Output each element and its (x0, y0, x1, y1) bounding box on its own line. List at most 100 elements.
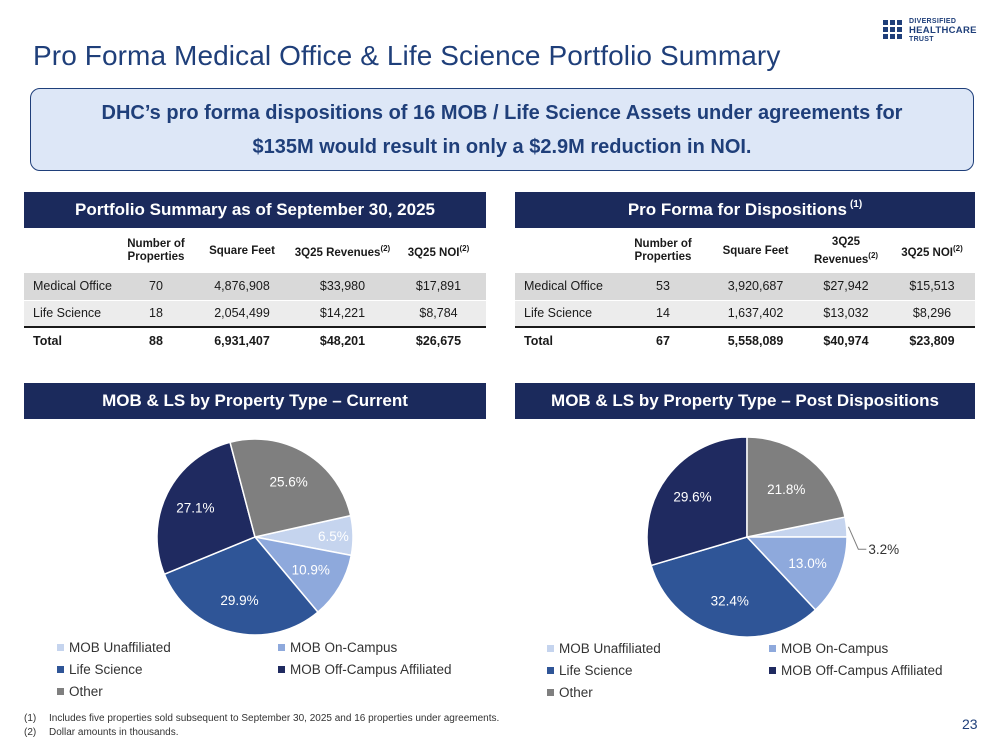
row-label: Total (24, 326, 122, 356)
current-table-title: Portfolio Summary as of September 30, 20… (75, 200, 435, 219)
cell: $48,201 (294, 326, 391, 356)
pie-slice-other (229, 438, 352, 538)
legend-swatch-icon (769, 645, 776, 652)
cell: $40,974 (803, 326, 889, 356)
post-chart-title: MOB & LS by Property Type – Post Disposi… (551, 391, 939, 410)
row-label: Total (515, 326, 618, 356)
pie-slice-mob-on-campus (253, 535, 353, 614)
table-header-row: Number of Properties Square Feet 3Q25 Re… (515, 229, 975, 273)
col-header: 3Q25 NOI(2) (889, 229, 975, 273)
blank-header-cell (515, 229, 618, 273)
legend-swatch-icon (547, 645, 554, 652)
row-label: Medical Office (24, 273, 122, 301)
cell: 1,637,402 (708, 300, 803, 328)
legend-swatch-icon (769, 667, 776, 674)
table-total-row: Total 88 6,931,407 $48,201 $26,675 (24, 326, 486, 356)
pie-data-label: 27.1% (176, 500, 214, 515)
logo-text: DIVERSIFIED HEALTHCARE TRUST (909, 18, 977, 44)
footnotes: (1) Includes five properties sold subsequ… (24, 712, 499, 740)
row-label: Life Science (24, 300, 122, 328)
pie-data-label: 29.6% (673, 489, 711, 504)
legend-item: MOB On-Campus (278, 640, 397, 655)
table-row: Medical Office 70 4,876,908 $33,980 $17,… (24, 273, 486, 301)
cell: $13,032 (803, 300, 889, 328)
table-row: Life Science 18 2,054,499 $14,221 $8,784 (24, 300, 486, 328)
row-label: Life Science (515, 300, 618, 328)
proforma-table-header: Pro Forma for Dispositions (1) (515, 192, 975, 228)
table-row: Life Science 14 1,637,402 $13,032 $8,296 (515, 300, 975, 328)
cell: $8,784 (391, 300, 486, 328)
current-chart-title: MOB & LS by Property Type – Current (102, 391, 408, 410)
pie-data-label: 32.4% (711, 594, 749, 609)
pie-data-label: 6.5% (318, 529, 349, 544)
col-header: Square Feet (190, 229, 294, 273)
current-chart-header: MOB & LS by Property Type – Current (24, 383, 486, 419)
cell: 6,931,407 (190, 326, 294, 356)
legend-swatch-icon (547, 689, 554, 696)
current-chart-legend: MOB Unaffiliated MOB On-Campus Life Scie… (57, 640, 487, 706)
table-header-row: Number of Properties Square Feet 3Q25 Re… (24, 229, 486, 273)
post-pie-chart: 3.2% 13.0% 32.4% 29.6% 21.8% (646, 436, 899, 638)
pie-slice-mob-on-campus (745, 536, 848, 611)
col-header: 3Q25 NOI(2) (391, 229, 486, 273)
current-portfolio-table: Number of Properties Square Feet 3Q25 Re… (24, 229, 486, 356)
legend-item: MOB On-Campus (769, 641, 888, 656)
cell: 53 (618, 273, 708, 301)
legend-swatch-icon (547, 667, 554, 674)
legend-item: Life Science (547, 663, 633, 678)
post-chart-legend: MOB Unaffiliated MOB On-Campus Life Scie… (547, 641, 987, 707)
cell: $23,809 (889, 326, 975, 356)
cell: $26,675 (391, 326, 486, 356)
legend-item: MOB Off-Campus Affiliated (278, 662, 452, 677)
cell: $17,891 (391, 273, 486, 301)
cell: $33,980 (294, 273, 391, 301)
pie-data-label: 21.8% (767, 482, 805, 497)
pie-data-label: 25.6% (269, 475, 307, 490)
table-total-row: Total 67 5,558,089 $40,974 $23,809 (515, 326, 975, 356)
callout-text: DHC’s pro forma dispositions of 16 MOB /… (101, 101, 903, 158)
legend-item: Life Science (57, 662, 143, 677)
cell: 88 (122, 326, 190, 356)
legend-item: MOB Off-Campus Affiliated (769, 663, 943, 678)
cell: 67 (618, 326, 708, 356)
col-header: 3Q25 Revenues(2) (294, 229, 391, 273)
cell: $15,513 (889, 273, 975, 301)
legend-item: Other (57, 684, 103, 699)
pie-slice-mob-off-campus-affiliated (646, 436, 748, 567)
cell: $14,221 (294, 300, 391, 328)
cell: $27,942 (803, 273, 889, 301)
pie-slice-other (746, 436, 846, 538)
page-number: 23 (962, 716, 978, 732)
legend-swatch-icon (57, 666, 64, 673)
current-table-header: Portfolio Summary as of September 30, 20… (24, 192, 486, 228)
legend-item: MOB Unaffiliated (547, 641, 661, 656)
pie-leader-line (848, 526, 867, 550)
pie-data-label: 13.0% (788, 556, 826, 571)
blank-header-cell (24, 229, 122, 273)
row-label: Medical Office (515, 273, 618, 301)
logo-grid-icon (883, 20, 905, 42)
logo-line-2: HEALTHCARE (909, 25, 977, 36)
proforma-header-note: (1) (849, 198, 863, 210)
cell: 4,876,908 (190, 273, 294, 301)
pie-slice-mob-off-campus-affiliated (156, 441, 256, 576)
pie-slice-life-science (163, 536, 319, 636)
col-header: 3Q25 Revenues(2) (803, 229, 889, 273)
pie-data-label: 10.9% (292, 563, 330, 578)
proforma-portfolio-table: Number of Properties Square Feet 3Q25 Re… (515, 229, 975, 356)
table-row: Medical Office 53 3,920,687 $27,942 $15,… (515, 273, 975, 301)
cell: $8,296 (889, 300, 975, 328)
callout-box: DHC’s pro forma dispositions of 16 MOB /… (30, 88, 974, 171)
legend-item: MOB Unaffiliated (57, 640, 171, 655)
legend-swatch-icon (278, 644, 285, 651)
cell: 14 (618, 300, 708, 328)
col-header: Square Feet (708, 229, 803, 273)
pie-slice-life-science (650, 536, 817, 638)
footnote-2: (2) Dollar amounts in thousands. (24, 727, 179, 738)
logo-line-1: DIVERSIFIED (909, 18, 957, 25)
proforma-table-title: Pro Forma for Dispositions (627, 200, 847, 219)
cell: 3,920,687 (708, 273, 803, 301)
legend-swatch-icon (278, 666, 285, 673)
post-chart-header: MOB & LS by Property Type – Post Disposi… (515, 383, 975, 419)
page-title: Pro Forma Medical Office & Life Science … (33, 40, 781, 71)
